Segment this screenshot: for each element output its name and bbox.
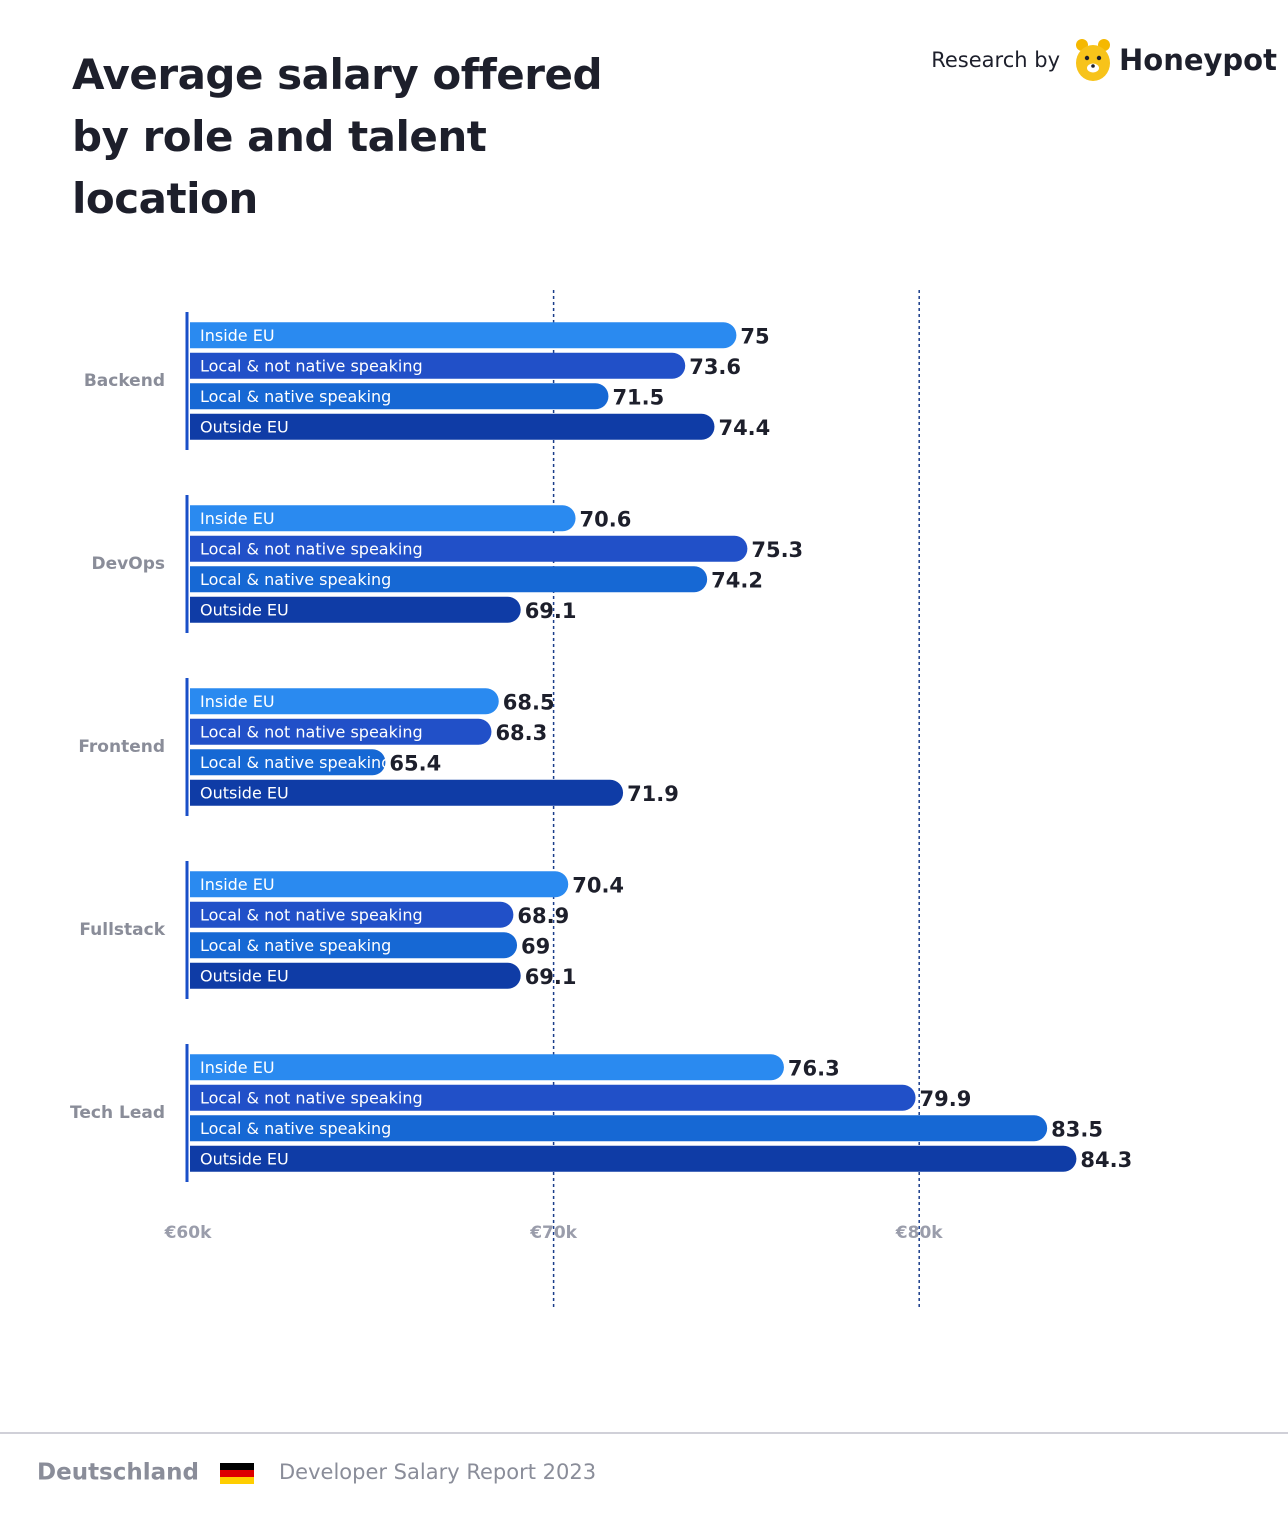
value-label: 75 bbox=[740, 324, 769, 348]
y-tick-label: Fullstack bbox=[79, 920, 165, 940]
value-label: 83.5 bbox=[1051, 1117, 1103, 1141]
chart-title: Average salary offered by role and talen… bbox=[72, 50, 603, 223]
bar bbox=[190, 596, 521, 623]
value-label: 84.3 bbox=[1080, 1148, 1132, 1172]
series-label: Local & native speaking bbox=[200, 387, 391, 406]
bar bbox=[190, 718, 492, 745]
bar bbox=[189, 1145, 1077, 1172]
series-label: Outside EU bbox=[200, 966, 289, 985]
series-label: Local & not native speaking bbox=[200, 905, 423, 924]
y-tick-label: Backend bbox=[84, 371, 165, 391]
series-label: Outside EU bbox=[200, 600, 289, 619]
research-by: Research by bbox=[931, 48, 1060, 72]
value-label: 65.4 bbox=[389, 751, 441, 775]
value-label: 71.5 bbox=[612, 385, 664, 409]
value-label: 74.2 bbox=[711, 568, 763, 592]
bar bbox=[190, 688, 499, 715]
footer-country: Deutschland bbox=[37, 1460, 199, 1486]
bar bbox=[189, 779, 624, 806]
y-tick-label: Frontend bbox=[78, 737, 165, 757]
value-label: 70.6 bbox=[580, 507, 632, 531]
bar bbox=[190, 413, 715, 440]
bar bbox=[190, 352, 686, 379]
bar bbox=[189, 1115, 1048, 1142]
series-label: Local & not native speaking bbox=[200, 539, 423, 558]
value-label: 68.3 bbox=[495, 721, 547, 745]
value-label: 71.9 bbox=[627, 782, 679, 806]
series-label: Local & not native speaking bbox=[200, 722, 423, 741]
value-label: 73.6 bbox=[689, 355, 741, 379]
series-label: Outside EU bbox=[200, 417, 289, 436]
series-label: Local & native speaking bbox=[200, 936, 391, 955]
series-label: Inside EU bbox=[200, 326, 275, 345]
value-label: 74.4 bbox=[718, 416, 770, 440]
series-label: Local & not native speaking bbox=[200, 1088, 423, 1107]
value-label: 76.3 bbox=[788, 1056, 840, 1080]
series-label: Outside EU bbox=[200, 1149, 289, 1168]
flag bbox=[220, 1463, 254, 1484]
series-label: Inside EU bbox=[200, 1058, 275, 1077]
bar bbox=[189, 566, 708, 593]
bar bbox=[190, 383, 609, 410]
value-label: 68.9 bbox=[517, 904, 569, 928]
brand: Honeypot bbox=[1119, 43, 1277, 77]
bar bbox=[190, 505, 576, 532]
footer-report: Developer Salary Report 2023 bbox=[279, 1460, 596, 1484]
bar bbox=[190, 932, 518, 959]
y-tick-label: DevOps bbox=[92, 554, 165, 574]
value-label: 69 bbox=[521, 934, 550, 958]
value-label: 69.1 bbox=[525, 599, 577, 623]
series-label: Inside EU bbox=[200, 875, 275, 894]
series-label: Outside EU bbox=[200, 783, 289, 802]
logo-icon bbox=[1076, 39, 1110, 81]
bar bbox=[190, 901, 514, 928]
bar bbox=[190, 535, 748, 562]
series-label: Local & native speaking bbox=[200, 1119, 391, 1138]
bar bbox=[190, 871, 569, 898]
series-label: Inside EU bbox=[200, 509, 275, 528]
value-label: 69.1 bbox=[525, 965, 577, 989]
bar bbox=[190, 1054, 784, 1081]
y-tick-label: Tech Lead bbox=[70, 1103, 165, 1123]
bar bbox=[190, 749, 386, 776]
series-label: Local & native speaking bbox=[200, 753, 391, 772]
series-label: Local & not native speaking bbox=[200, 356, 423, 375]
bar bbox=[190, 1084, 916, 1111]
value-label: 75.3 bbox=[751, 538, 803, 562]
bar bbox=[190, 962, 521, 989]
value-label: 70.4 bbox=[572, 873, 624, 897]
bar bbox=[190, 322, 737, 349]
series-label: Inside EU bbox=[200, 692, 275, 711]
series-label: Local & native speaking bbox=[200, 570, 391, 589]
value-label: 79.9 bbox=[920, 1087, 972, 1111]
x-tick-label: €60k bbox=[164, 1223, 212, 1243]
value-label: 68.5 bbox=[503, 690, 555, 714]
